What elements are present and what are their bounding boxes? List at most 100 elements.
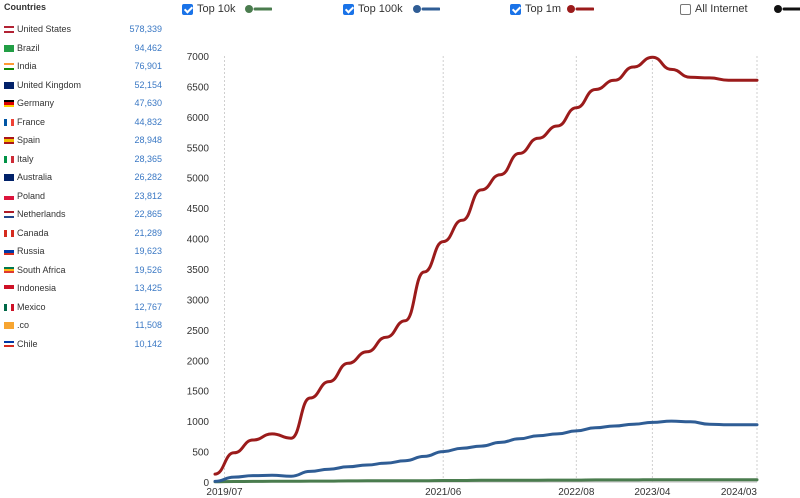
countries-sidebar: Countries United States 578,339 Brazil 94,4… xyxy=(0,0,170,498)
flag-icon-id xyxy=(4,285,14,292)
country-count[interactable]: 76,901 xyxy=(134,61,162,71)
country-count[interactable]: 19,526 xyxy=(134,264,162,275)
legend-label: Top 100k xyxy=(358,3,403,15)
y-tick-label: 4000 xyxy=(187,235,210,246)
y-tick-label: 5500 xyxy=(187,143,210,154)
country-row[interactable]: Germany 47,630 xyxy=(4,98,162,112)
flag-icon-pl xyxy=(4,192,14,200)
flag-icon-co xyxy=(4,322,14,329)
country-row[interactable]: India 76,901 xyxy=(4,61,162,75)
country-count[interactable]: 52,154 xyxy=(134,79,162,90)
country-row[interactable]: Russia 19,623 xyxy=(4,246,162,260)
country-row[interactable]: Australia 26,282 xyxy=(4,172,162,186)
x-tick-label: 2021/06 xyxy=(425,487,462,498)
country-name: Netherlands xyxy=(17,209,66,219)
legend-swatch-icon xyxy=(567,5,595,13)
country-row[interactable]: South Africa 19,526 xyxy=(4,265,162,279)
country-row[interactable]: Chile 10,142 xyxy=(4,339,162,353)
countries-title: Countries xyxy=(4,2,47,12)
country-name: Brazil xyxy=(17,42,40,53)
country-row[interactable]: Netherlands 22,865 xyxy=(4,209,162,223)
legend-checkbox[interactable] xyxy=(343,4,354,15)
y-tick-label: 3500 xyxy=(187,265,210,276)
y-tick-label: 1000 xyxy=(187,417,210,428)
country-row[interactable]: France 44,832 xyxy=(4,117,162,131)
legend-checkbox[interactable] xyxy=(510,4,521,15)
flag-icon-au xyxy=(4,174,14,181)
legend-label: All Internet xyxy=(695,3,748,15)
country-count[interactable]: 28,365 xyxy=(134,153,162,164)
flag-icon-za xyxy=(4,266,14,274)
legend-label: Top 10k xyxy=(197,3,236,15)
country-row[interactable]: Mexico 12,767 xyxy=(4,302,162,316)
flag-icon-us xyxy=(4,26,14,33)
country-count[interactable]: 28,948 xyxy=(134,135,162,145)
country-name: Italy xyxy=(17,153,34,164)
country-count[interactable]: 13,425 xyxy=(134,283,162,293)
flag-icon-br xyxy=(4,44,14,52)
country-row[interactable]: Indonesia 13,425 xyxy=(4,283,162,297)
x-tick-label: 2022/08 xyxy=(558,487,595,498)
country-count[interactable]: 94,462 xyxy=(134,42,162,53)
flag-icon-cl xyxy=(4,340,14,348)
flag-icon-nl xyxy=(4,211,14,218)
legend-swatch-icon xyxy=(774,5,800,13)
country-row[interactable]: United States 578,339 xyxy=(4,24,162,38)
flag-icon-it xyxy=(4,155,14,163)
y-tick-label: 1500 xyxy=(187,387,210,398)
country-count[interactable]: 12,767 xyxy=(134,301,162,312)
legend-swatch-icon xyxy=(245,5,273,13)
series-line-top-1m xyxy=(213,55,759,476)
y-tick-label: 3000 xyxy=(187,295,210,306)
country-count[interactable]: 47,630 xyxy=(134,98,162,108)
x-tick-label: 2024/03 xyxy=(721,487,758,498)
y-tick-label: 2000 xyxy=(187,356,210,367)
flag-icon-gb xyxy=(4,81,14,89)
flag-icon-in xyxy=(4,63,14,70)
series-line-top-10k xyxy=(213,478,759,484)
country-count[interactable]: 22,865 xyxy=(134,209,162,219)
legend-swatch-icon xyxy=(412,5,440,13)
legend-checkbox[interactable] xyxy=(680,4,691,15)
country-count[interactable]: 10,142 xyxy=(134,338,162,349)
country-name: Indonesia xyxy=(17,283,57,293)
country-name: South Africa xyxy=(17,264,66,275)
y-tick-label: 6000 xyxy=(187,113,210,124)
country-name: United States xyxy=(17,24,72,34)
series-line-top-100k xyxy=(213,419,759,483)
country-name: Poland xyxy=(17,190,46,201)
country-name: Russia xyxy=(17,246,45,256)
country-count[interactable]: 21,289 xyxy=(134,227,162,238)
flag-icon-mx xyxy=(4,303,14,311)
y-tick-label: 0 xyxy=(203,478,209,489)
y-tick-label: 7000 xyxy=(187,52,210,63)
flag-icon-fr xyxy=(4,118,14,126)
flag-icon-ru xyxy=(4,248,14,255)
country-count[interactable]: 44,832 xyxy=(134,116,162,127)
x-tick-label: 2023/04 xyxy=(634,487,671,498)
country-count[interactable]: 11,508 xyxy=(135,320,162,330)
country-name: Spain xyxy=(17,135,41,145)
y-tick-label: 500 xyxy=(192,448,209,459)
legend-checkbox[interactable] xyxy=(182,4,193,15)
country-name: Australia xyxy=(17,172,53,182)
country-name: .co xyxy=(17,320,30,330)
flag-icon-de xyxy=(4,100,14,107)
country-row[interactable]: .co 11,508 xyxy=(4,320,162,334)
country-count[interactable]: 19,623 xyxy=(134,246,162,256)
country-count[interactable]: 26,282 xyxy=(134,172,162,182)
country-row[interactable]: United Kingdom 52,154 xyxy=(4,80,162,94)
country-count[interactable]: 23,812 xyxy=(134,190,162,201)
country-row[interactable]: Poland 23,812 xyxy=(4,191,162,205)
y-tick-label: 6500 xyxy=(187,82,210,93)
country-name: Canada xyxy=(17,227,49,238)
country-row[interactable]: Canada 21,289 xyxy=(4,228,162,242)
country-row[interactable]: Brazil 94,462 xyxy=(4,43,162,57)
country-count[interactable]: 578,339 xyxy=(129,24,162,34)
country-row[interactable]: Italy 28,365 xyxy=(4,154,162,168)
y-tick-label: 4500 xyxy=(187,204,210,215)
country-name: Mexico xyxy=(17,301,46,312)
country-row[interactable]: Spain 28,948 xyxy=(4,135,162,149)
y-tick-label: 2500 xyxy=(187,326,210,337)
